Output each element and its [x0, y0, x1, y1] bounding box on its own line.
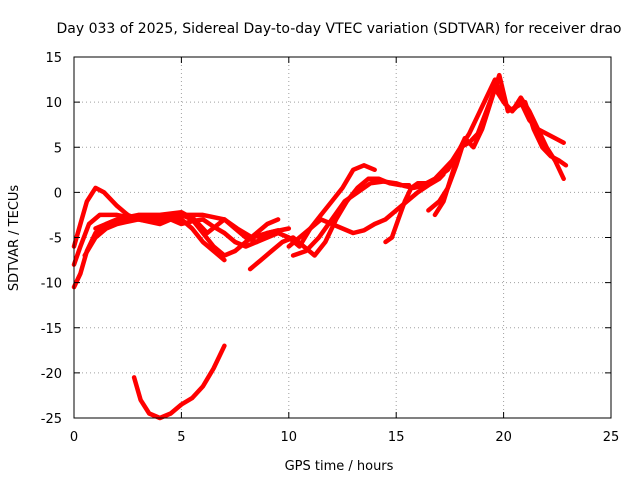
y-tick-label: -25: [41, 412, 62, 427]
chart-title: Day 033 of 2025, Sidereal Day-to-day VTE…: [56, 21, 621, 37]
y-tick-label: -15: [41, 322, 62, 337]
x-tick-label: 10: [281, 430, 298, 445]
x-tick-label: 20: [495, 430, 512, 445]
y-tick-label: -20: [41, 367, 62, 382]
y-tick-label: -10: [41, 277, 62, 292]
series-line-arc-5: [93, 163, 377, 249]
y-tick-label: 15: [45, 51, 62, 66]
series-line-arc-9: [383, 77, 566, 245]
x-tick-label: 15: [388, 430, 405, 445]
y-axis-label: SDTVAR / TECUs: [7, 185, 22, 292]
x-tick-label: 25: [603, 430, 620, 445]
y-tick-label: -5: [49, 232, 62, 247]
series-line-arc-11: [432, 86, 566, 218]
y-tick-label: 0: [54, 186, 62, 201]
grid-lines: [74, 57, 611, 418]
x-axis-label: GPS time / hours: [285, 459, 394, 474]
y-tick-label: 10: [45, 96, 62, 111]
x-tick-label: 5: [177, 430, 185, 445]
series-line-arc-12: [131, 343, 227, 421]
series-line-arc-4: [82, 215, 292, 258]
y-tick-label: 5: [54, 141, 62, 156]
series-line-arc-7: [286, 172, 446, 249]
axis-ticks: 0 5 10 15 20 25 -25 -20 -15 -10 -5 0 5 10 15: [41, 51, 620, 445]
x-tick-label: 0: [70, 430, 78, 445]
data-series: [71, 72, 569, 421]
